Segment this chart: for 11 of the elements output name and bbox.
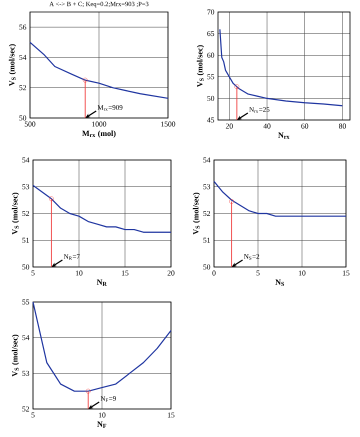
line-series (32, 301, 172, 392)
y-axis-title: V$_{S}$ (mol/sec) (12, 192, 20, 235)
y-axis-title: V$_{S}$ (mol/sec) (8, 44, 16, 86)
x-axis-title: M$_{rx}$ (mol) (82, 130, 116, 138)
x-axis-title: N$_{R}$ (96, 279, 107, 286)
y-axis-title: V$_{S}$ (mol/sec) (192, 192, 200, 235)
y-axis-title: V$_{S}$ (mol/sec) (196, 45, 204, 88)
x-axis-title: N$_{S}$ (275, 279, 284, 286)
y-axis-title: V$_{S}$ (mol/sec) (12, 334, 20, 377)
x-axis-title: N$_{rx}$ (278, 132, 290, 139)
x-axis-title: N$_{F}$ (97, 421, 106, 428)
